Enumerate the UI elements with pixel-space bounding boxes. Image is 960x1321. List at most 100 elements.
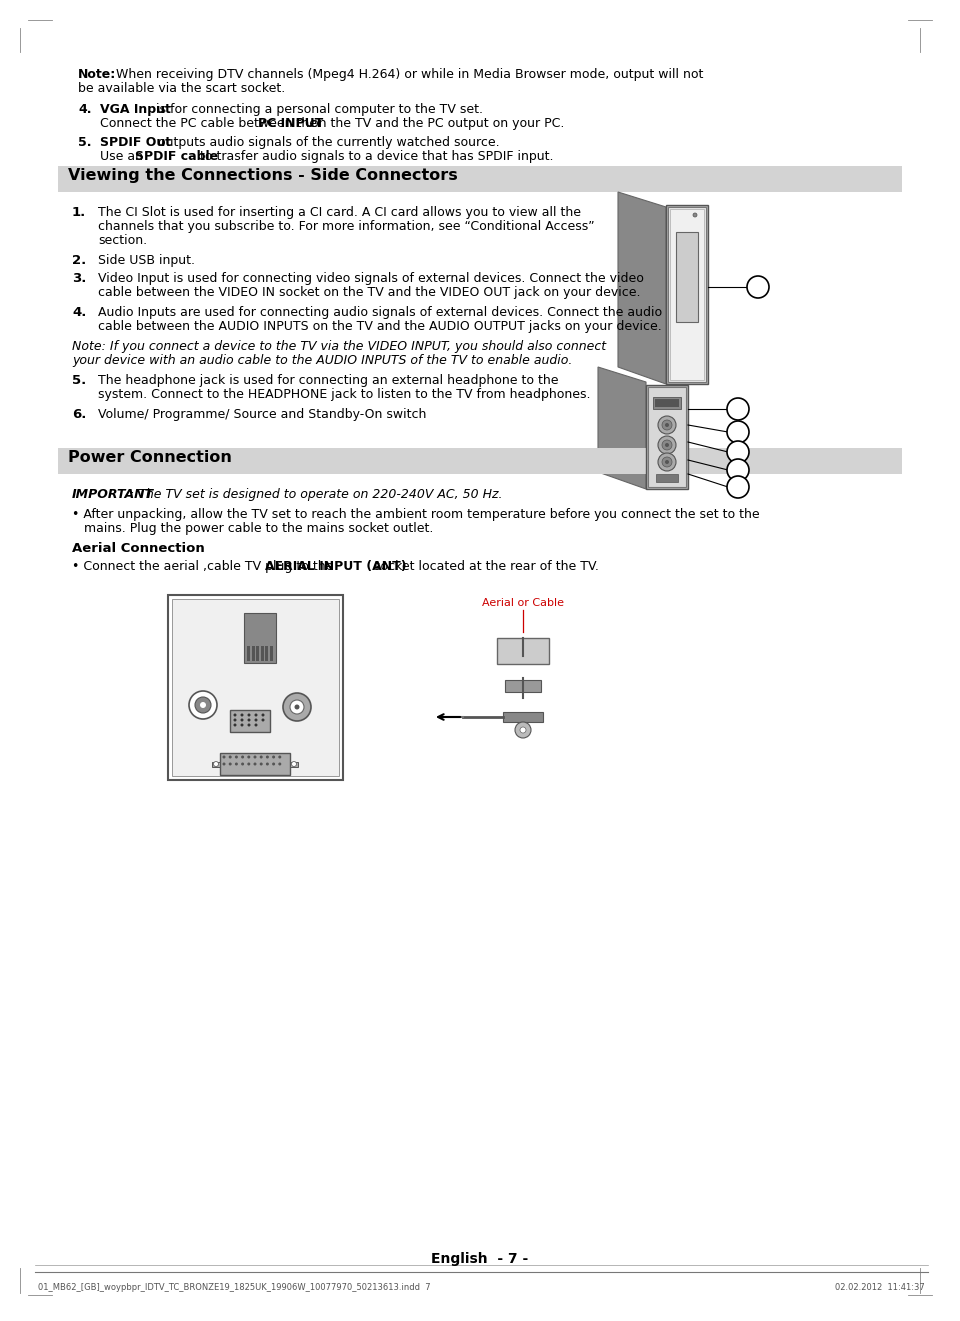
Text: Audio Inputs are used for connecting audio signals of external devices. Connect : Audio Inputs are used for connecting aud… — [98, 306, 662, 318]
Bar — [252, 646, 254, 660]
Circle shape — [248, 762, 251, 765]
Text: • After unpacking, allow the TV set to reach the ambient room temperature before: • After unpacking, allow the TV set to r… — [72, 509, 759, 520]
Circle shape — [241, 713, 244, 716]
Text: 02.02.2012  11:41:37: 02.02.2012 11:41:37 — [835, 1283, 925, 1292]
Text: 4.: 4. — [72, 306, 86, 318]
Text: : The TV set is designed to operate on 220-240V AC, 50 Hz.: : The TV set is designed to operate on 2… — [130, 487, 502, 501]
Text: 4: 4 — [734, 445, 741, 454]
Text: 5.: 5. — [72, 374, 86, 387]
Text: on the TV and the PC output on your PC.: on the TV and the PC output on your PC. — [307, 118, 564, 129]
Bar — [503, 712, 543, 723]
Text: 2: 2 — [734, 402, 741, 412]
Circle shape — [233, 724, 236, 727]
Bar — [646, 384, 688, 489]
Text: to trasfer audio signals to a device that has SPDIF input.: to trasfer audio signals to a device tha… — [196, 151, 554, 162]
Circle shape — [235, 762, 238, 765]
Circle shape — [662, 440, 672, 450]
Text: Side USB input.: Side USB input. — [98, 254, 195, 267]
Circle shape — [278, 756, 281, 758]
Circle shape — [235, 756, 238, 758]
Text: Note:: Note: — [78, 67, 116, 81]
Polygon shape — [598, 367, 646, 489]
Text: 01_MB62_[GB]_woypbpr_IDTV_TC_BRONZE19_1825UK_19906W_10077970_50213613.indd  7: 01_MB62_[GB]_woypbpr_IDTV_TC_BRONZE19_18… — [38, 1283, 431, 1292]
Text: ANT.: ANT. — [289, 683, 305, 690]
Circle shape — [658, 416, 676, 435]
Bar — [666, 205, 708, 384]
Text: HDMI 1: HDMI 1 — [249, 624, 272, 627]
Bar — [670, 209, 704, 380]
Bar — [653, 398, 681, 410]
Text: 6.: 6. — [72, 408, 86, 421]
Circle shape — [295, 704, 300, 709]
Text: VGA: VGA — [243, 686, 257, 692]
Circle shape — [658, 453, 676, 472]
Circle shape — [261, 719, 265, 721]
Circle shape — [266, 762, 269, 765]
Circle shape — [248, 713, 251, 716]
Bar — [290, 762, 298, 768]
Text: The headphone jack is used for connecting an external headphone to the: The headphone jack is used for connectin… — [98, 374, 559, 387]
Text: COMMON
INTERFACE: COMMON INTERFACE — [676, 242, 698, 251]
Text: Viewing the Connections - Side Connectors: Viewing the Connections - Side Connector… — [68, 168, 458, 184]
Circle shape — [727, 458, 749, 481]
Text: channels that you subscribe to. For more information, see “Conditional Access”: channels that you subscribe to. For more… — [98, 221, 594, 232]
Bar — [505, 680, 541, 692]
Bar — [656, 474, 678, 482]
Circle shape — [248, 724, 251, 727]
Text: SPDIF Out: SPDIF Out — [100, 136, 171, 149]
Bar — [244, 613, 276, 663]
Circle shape — [658, 436, 676, 454]
Bar — [58, 448, 902, 474]
Circle shape — [665, 423, 669, 427]
Text: 6: 6 — [734, 480, 741, 490]
Text: Volume/ Programme/ Source and Standby-On switch: Volume/ Programme/ Source and Standby-On… — [98, 408, 426, 421]
Text: The CI Slot is used for inserting a CI card. A CI card allows you to view all th: The CI Slot is used for inserting a CI c… — [98, 206, 581, 219]
Bar — [265, 646, 268, 660]
Text: 5: 5 — [734, 462, 741, 473]
Text: When receiving DTV channels (Mpeg4 H.264) or while in Media Browser mode, output: When receiving DTV channels (Mpeg4 H.264… — [112, 67, 704, 81]
Circle shape — [747, 276, 769, 299]
Bar — [668, 207, 706, 382]
Bar — [172, 598, 339, 775]
Bar — [256, 646, 259, 660]
Bar — [655, 399, 679, 407]
Circle shape — [200, 701, 206, 708]
Circle shape — [727, 441, 749, 462]
Text: Power Connection: Power Connection — [68, 450, 232, 465]
Bar — [260, 646, 263, 660]
Text: 1.: 1. — [72, 206, 86, 219]
Text: IMPORTANT: IMPORTANT — [72, 487, 155, 501]
Circle shape — [248, 756, 251, 758]
Circle shape — [272, 756, 276, 758]
Text: 2.: 2. — [72, 254, 86, 267]
Text: 3: 3 — [734, 425, 741, 435]
Text: Aerial or Cable: Aerial or Cable — [482, 598, 564, 608]
Text: Connect the PC cable between the: Connect the PC cable between the — [100, 118, 321, 129]
Text: outputs audio signals of the currently watched source.: outputs audio signals of the currently w… — [154, 136, 499, 149]
Bar — [58, 166, 902, 192]
Circle shape — [223, 756, 226, 758]
Text: Use an: Use an — [100, 151, 147, 162]
Circle shape — [233, 719, 236, 721]
Circle shape — [278, 762, 281, 765]
Text: 5.: 5. — [78, 136, 91, 149]
Text: 3.: 3. — [72, 272, 86, 285]
Text: section.: section. — [98, 234, 147, 247]
Text: is for connecting a personal computer to the TV set.: is for connecting a personal computer to… — [152, 103, 483, 116]
Circle shape — [665, 443, 669, 446]
Circle shape — [195, 697, 211, 713]
Text: Note: If you connect a device to the TV via the VIDEO INPUT, you should also con: Note: If you connect a device to the TV … — [72, 339, 606, 353]
Circle shape — [241, 724, 244, 727]
Bar — [497, 638, 549, 664]
Text: 1: 1 — [755, 280, 761, 291]
Text: SPDIF: SPDIF — [193, 723, 213, 729]
Text: system. Connect to the HEADPHONE jack to listen to the TV from headphones.: system. Connect to the HEADPHONE jack to… — [98, 388, 590, 402]
Circle shape — [727, 476, 749, 498]
Circle shape — [254, 719, 257, 721]
Circle shape — [290, 700, 304, 713]
Text: your device with an audio cable to the AUDIO INPUTS of the TV to enable audio.: your device with an audio cable to the A… — [72, 354, 572, 367]
Text: Coax OUT: Coax OUT — [189, 686, 217, 690]
Circle shape — [727, 421, 749, 443]
Circle shape — [272, 762, 276, 765]
Circle shape — [241, 762, 244, 765]
